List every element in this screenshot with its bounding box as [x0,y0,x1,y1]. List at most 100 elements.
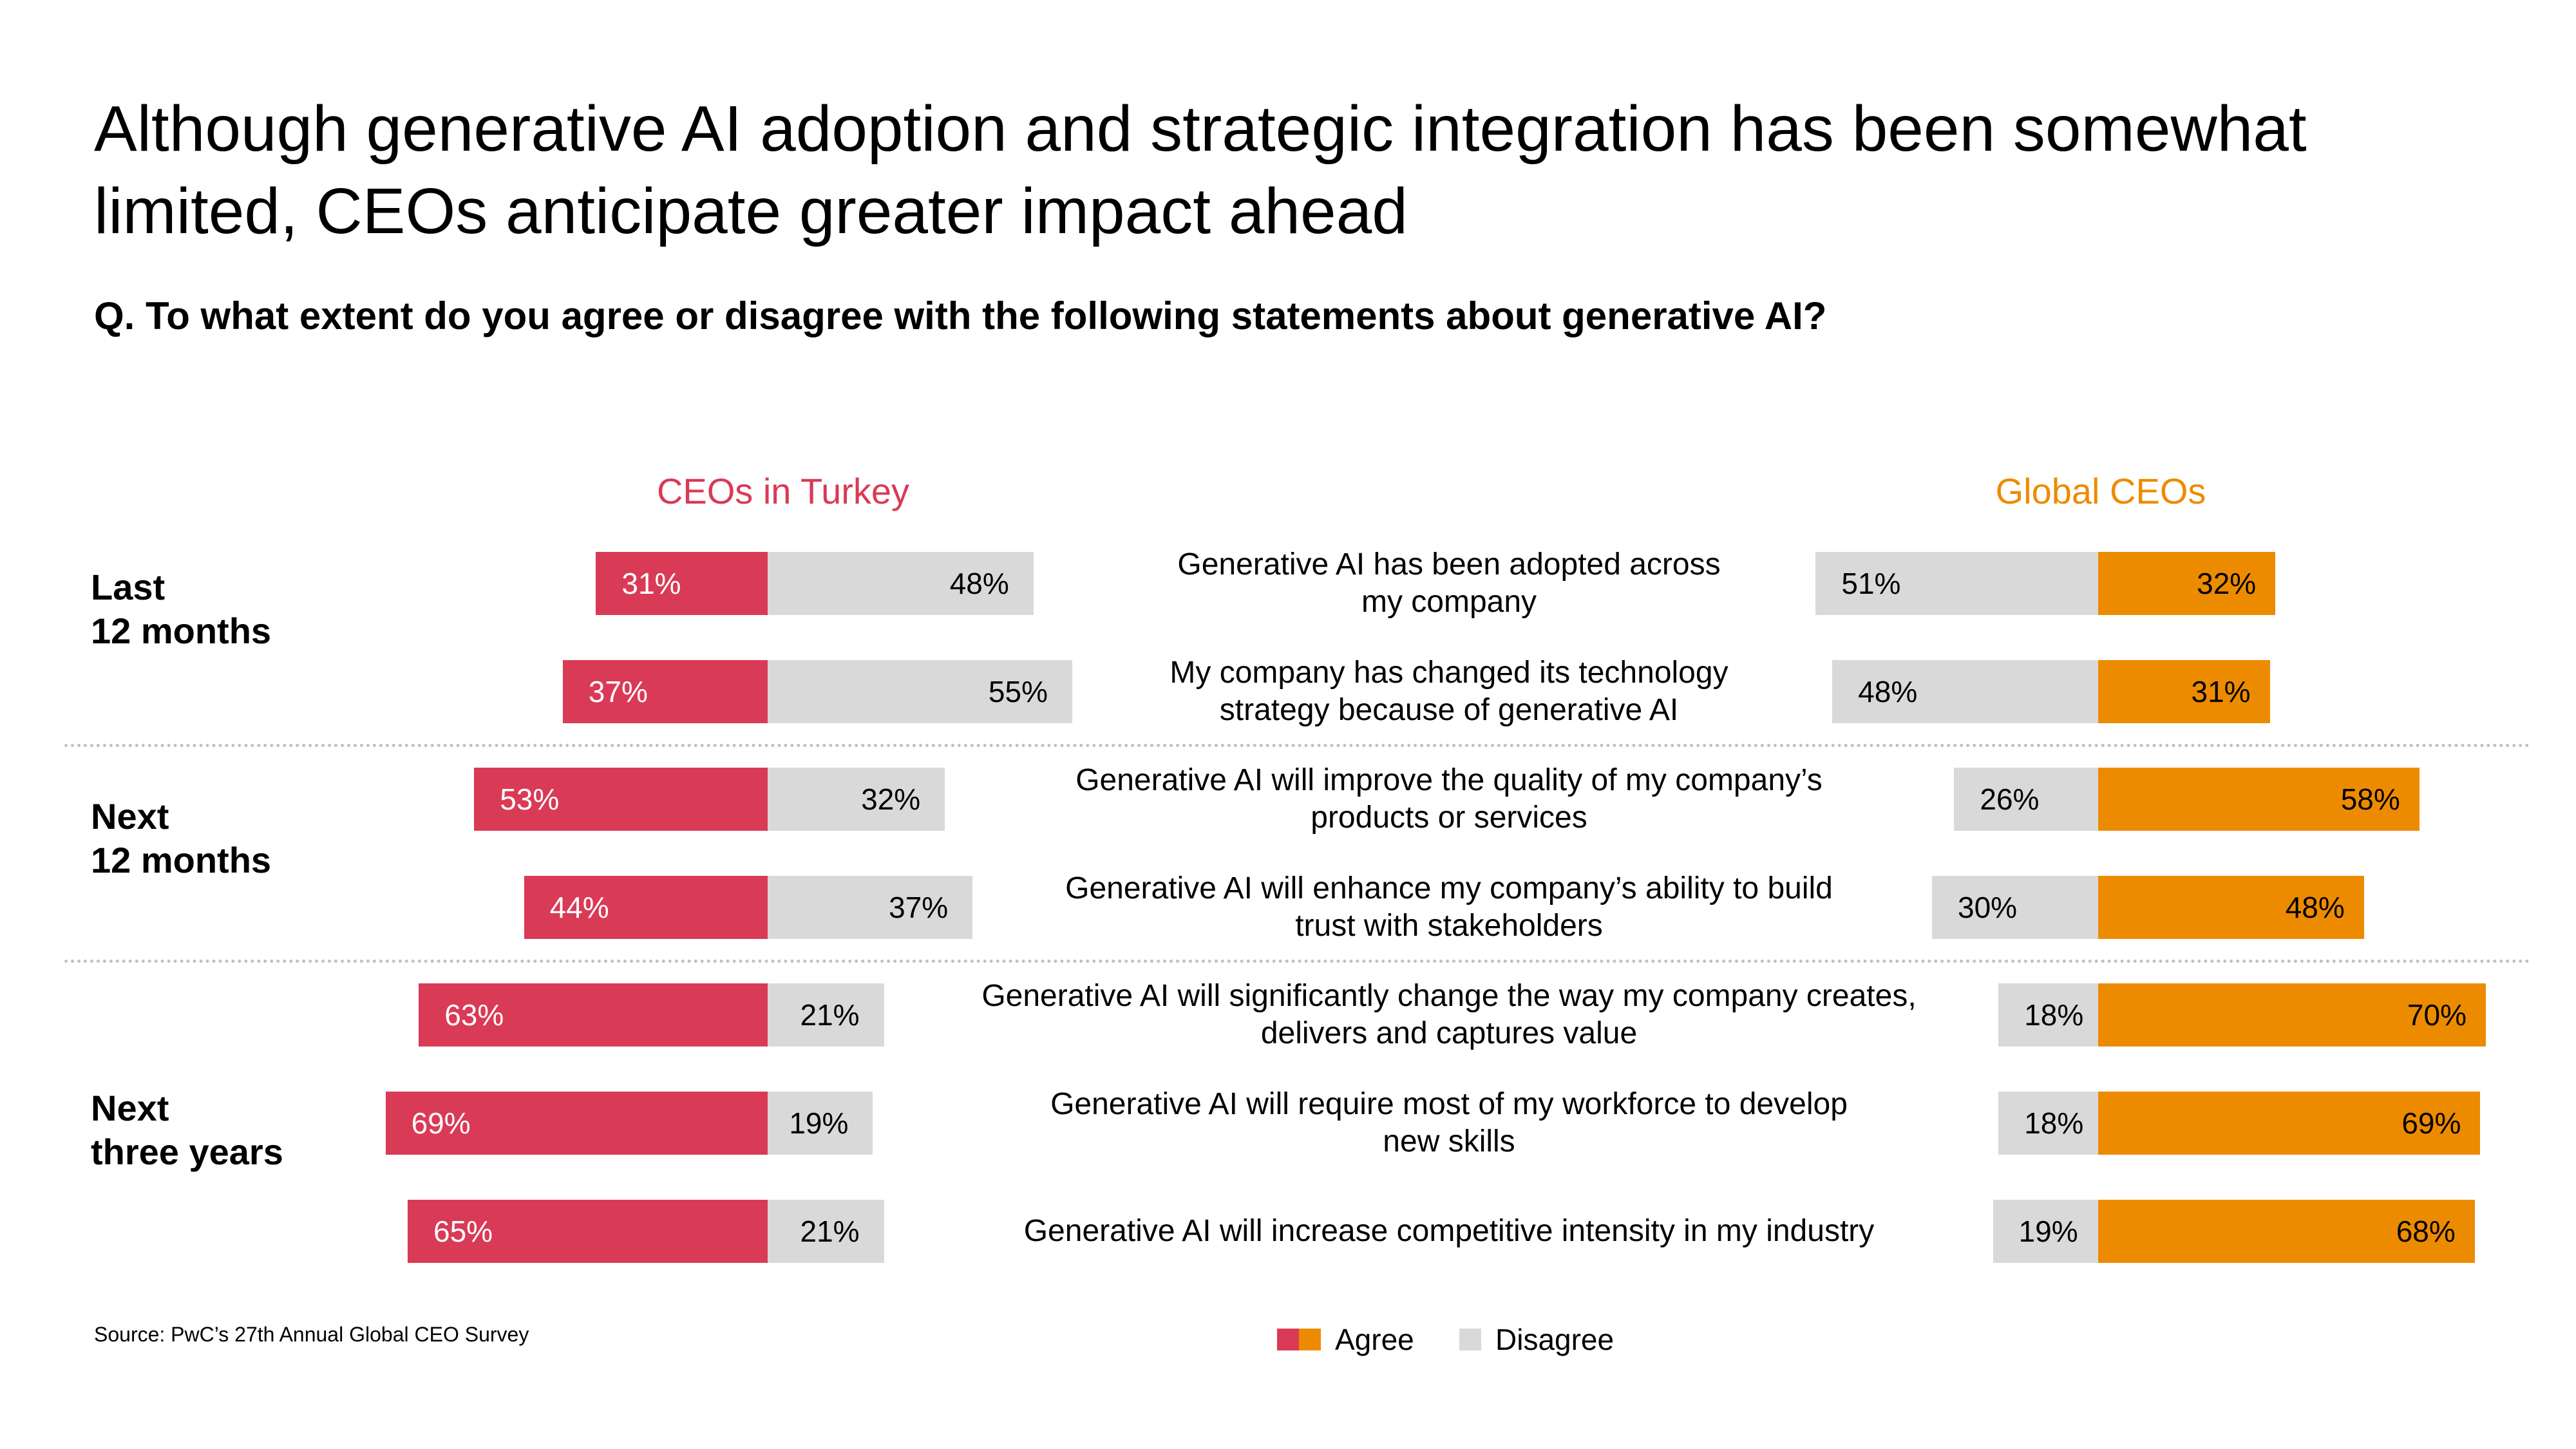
bar-label: 69% [411,1106,471,1140]
statement-line: Generative AI has been adopted across [1177,547,1721,582]
bar-global-disagree: 19% [1993,1200,2098,1263]
bar-global-disagree: 48% [1832,660,2098,723]
survey-question: Q. To what extent do you agree or disagr… [94,294,1827,337]
bar-turkey-agree: 63% [419,983,768,1046]
legend-item-disagree: Disagree [1459,1320,1614,1359]
bar-turkey-agree: 44% [524,876,768,939]
statement-line: My company has changed its technology [1170,656,1728,690]
statement-text: My company has changed its technology str… [966,654,1932,729]
bar-label: 65% [433,1215,493,1248]
bar-turkey-agree: 31% [596,552,768,615]
period-label: Next three years [91,1086,283,1174]
bar-turkey-disagree: 21% [768,1200,884,1263]
bar-label: 48% [1858,675,1918,708]
bar-turkey-agree: 53% [474,768,768,831]
statement-line: Generative AI will improve the quality o… [1075,763,1823,797]
bar-label: 19% [789,1106,849,1140]
bar-label: 26% [1980,782,2040,816]
bar-turkey-agree: 69% [385,1092,768,1155]
statement-line: Generative AI will increase competitive … [1023,1214,1875,1248]
statement-text: Generative AI will increase competitive … [966,1213,1932,1250]
bar-label: 37% [588,675,648,708]
statement-line: my company [1361,585,1537,619]
chart-title: Although generative AI adoption and stra… [94,88,2515,252]
bar-turkey-disagree: 37% [768,876,973,939]
bar-label: 31% [621,567,681,600]
bar-label: 55% [988,675,1048,708]
panel-header-global: Global CEOs [1995,471,2206,511]
bar-label: 48% [949,567,1009,600]
bar-global-agree: 48% [2098,876,2364,939]
legend-label-agree: Agree [1335,1323,1414,1356]
statement-line: products or services [1311,800,1587,835]
chart-title-line-1: Although generative AI adoption and stra… [94,93,2307,165]
bar-label: 18% [2024,998,2084,1032]
bar-label: 48% [2285,891,2345,924]
bar-label: 70% [2407,998,2467,1032]
period-label-line: three years [91,1132,283,1172]
bar-turkey-disagree: 19% [768,1092,873,1155]
bar-label: 51% [1841,567,1901,600]
bar-global-disagree: 18% [1998,983,2098,1046]
statement-line: delivers and captures value [1260,1016,1638,1050]
bar-global-agree: 31% [2098,660,2270,723]
chart-title-line-2: limited, CEOs anticipate greater impact … [94,175,1408,247]
bar-global-disagree: 30% [1932,876,2098,939]
source-note: Source: PwC’s 27th Annual Global CEO Sur… [94,1323,529,1346]
statement-text: Generative AI will significantly change … [966,978,1932,1052]
bar-label: 18% [2024,1106,2084,1140]
bar-global-agree: 32% [2098,552,2276,615]
bar-global-disagree: 26% [1954,768,2098,831]
legend-swatch-disagree [1459,1329,1481,1350]
bar-turkey-disagree: 48% [768,552,1034,615]
bar-global-disagree: 18% [1998,1092,2098,1155]
bar-turkey-disagree: 55% [768,660,1072,723]
bar-label: 68% [2396,1215,2456,1248]
bar-global-agree: 58% [2098,768,2420,831]
bar-label: 21% [800,1215,860,1248]
statement-line: Generative AI will enhance my company’s … [1065,871,1833,905]
period-label: Next 12 months [91,795,271,882]
legend-swatch-agree-global [1299,1329,1321,1350]
statement-text: Generative AI will require most of my wo… [966,1086,1932,1160]
statement-line: trust with stakeholders [1295,909,1603,943]
statement-line: strategy because of generative AI [1219,693,1679,727]
bar-label: 32% [861,782,921,816]
statement-text: Generative AI has been adopted across my … [966,546,1932,621]
panel-header-turkey: CEOs in Turkey [656,471,910,511]
bar-label: 53% [500,782,560,816]
bar-label: 63% [444,998,504,1032]
bar-label: 21% [800,998,860,1032]
period-label-line: Next [91,796,169,837]
statement-text: Generative AI will improve the quality o… [966,762,1932,837]
period-label-line: 12 months [91,840,272,880]
statement-line: Generative AI will require most of my wo… [1050,1087,1848,1121]
statement-text: Generative AI will enhance my company’s … [966,870,1932,945]
bar-label: 30% [1958,891,2018,924]
bar-global-agree: 70% [2098,983,2486,1046]
legend-swatch-agree-turkey [1277,1329,1299,1350]
bar-turkey-disagree: 32% [768,768,945,831]
bar-label: 44% [549,891,609,924]
bar-turkey-disagree: 21% [768,983,884,1046]
period-label: Last 12 months [91,565,271,653]
bar-label: 37% [889,891,949,924]
period-label-line: Last [91,567,166,607]
group-divider [64,744,2531,747]
bar-label: 32% [2197,567,2257,600]
bar-turkey-agree: 65% [408,1200,768,1263]
statement-line: Generative AI will significantly change … [981,979,1917,1013]
bar-label: 58% [2340,782,2400,816]
legend-label-disagree: Disagree [1495,1323,1615,1356]
period-label-line: 12 months [91,611,272,651]
bar-label: 31% [2191,675,2251,708]
legend-item-agree: Agree [1277,1320,1414,1359]
bar-turkey-agree: 37% [562,660,768,723]
bar-label: 19% [2018,1215,2078,1248]
bar-global-agree: 69% [2098,1092,2481,1155]
bar-global-agree: 68% [2098,1200,2475,1263]
statement-line: new skills [1383,1124,1515,1159]
bar-global-disagree: 51% [1815,552,2098,615]
group-divider [64,960,2531,963]
bar-label: 69% [2401,1106,2461,1140]
